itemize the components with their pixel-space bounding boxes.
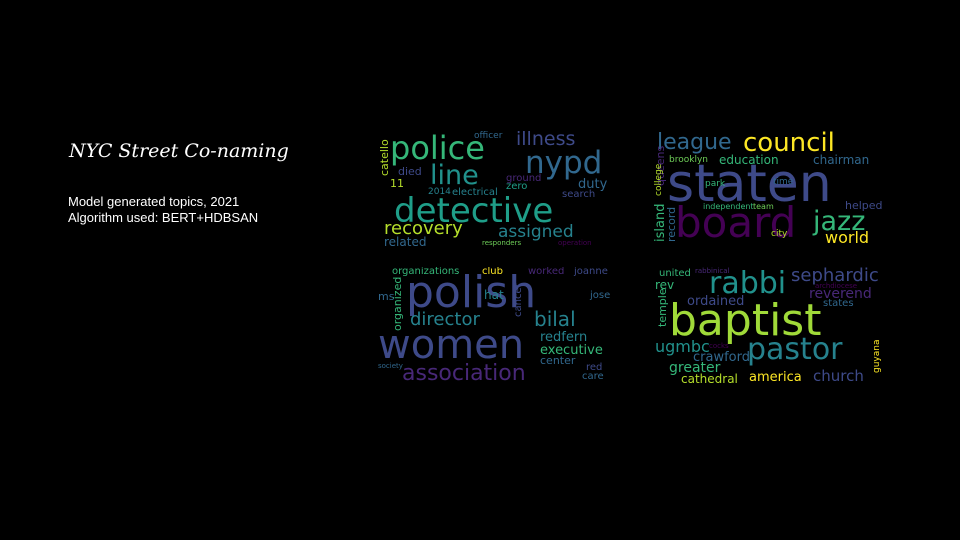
cloud-word: red [586,362,603,373]
cloud-word: catello [378,139,391,176]
cloud-word: guyana [872,339,882,373]
cloud-word: league [657,130,732,155]
cloud-word: sephardic [791,267,879,286]
cloud-word: jose [590,290,611,301]
word-cloud-polish-topic: organizations club worked joanne polish … [378,267,612,384]
cloud-word: officer [474,131,503,141]
cloud-word: detective [394,191,554,231]
cloud-word: 2014 [428,187,451,197]
cloud-word: time [773,177,794,187]
cloud-word: assigned [498,222,574,242]
word-cloud-police-topic: police illness officer nypd line catello… [378,130,612,247]
cloud-word: united [659,268,691,279]
cloud-word: ordained [687,294,745,309]
cloud-word: director [410,309,480,330]
cloud-word: chairman [813,153,870,167]
cloud-word: worked [528,267,565,277]
cloud-word: line [430,160,479,191]
subtitle-line-model: Model generated topics, 2021 [68,194,240,209]
cloud-word: police [390,130,485,167]
cloud-word: redfern [540,330,588,345]
slide-subtitle: Model generated topics, 2021 Algorithm u… [68,194,258,226]
cloud-word: operation [558,239,592,247]
word-cloud-council-topic: league council queens brooklyn education… [653,130,887,247]
cloud-word: team [753,202,774,211]
cloud-word: education [719,153,779,167]
cloud-word: joanne [574,267,608,277]
cloud-word: recovery [384,218,463,239]
cloud-word: staten [667,154,832,214]
cloud-word: club [482,267,503,277]
cloud-word: rev [655,278,675,292]
cloud-word: executive [540,343,603,358]
cloud-word: duty [578,177,608,192]
cloud-word: college [654,163,664,196]
cloud-word: polish [406,267,537,318]
cloud-word: brooklyn [669,155,708,165]
cloud-word: care [582,371,604,382]
cloud-word: council [743,130,835,158]
cloud-word: center [540,354,576,367]
cloud-word: america [749,370,802,384]
slide-title: NYC Street Co-naming [69,140,289,162]
cloud-word: illness [516,130,576,150]
cloud-word: women [378,322,525,368]
cloud-word: helped [845,199,883,212]
cloud-word: rabbinical [695,267,730,275]
cloud-word: baptist [669,295,822,346]
cloud-word: ms [378,290,395,303]
cloud-word: city [771,229,788,239]
cloud-word: greater [669,360,721,376]
cloud-word: nypd [525,145,603,181]
cloud-word: temple [656,288,669,327]
cloud-word: church [813,367,864,384]
cloud-word: cocks [709,342,729,350]
cloud-word: states [823,298,854,309]
cloud-word: related [384,235,427,247]
cloud-word: crawford [693,350,750,365]
cloud-word: archdiocese [815,282,858,290]
cloud-word: 11 [390,177,404,190]
cloud-word: ugmbc [655,337,710,356]
cloud-word: electrical [452,187,498,198]
cloud-word: died [398,165,422,178]
cloud-word: world [825,228,870,247]
cloud-word: cancer [513,283,524,317]
cloud-word: hat [484,288,504,302]
subtitle-line-algorithm: Algorithm used: BERT+HDBSAN [68,210,259,225]
cloud-word: cathedral [681,372,738,384]
cloud-word: park [705,179,726,189]
cloud-word: reverend [809,286,872,302]
cloud-word: bilal [534,307,576,331]
cloud-word: ground [506,173,542,184]
cloud-word: society [378,362,403,370]
cloud-word: jazz [813,206,866,237]
cloud-word: search [562,189,596,200]
cloud-word: board [675,198,797,247]
cloud-word: independent [703,202,754,211]
cloud-word: zero [506,181,528,192]
cloud-word: organizations [392,267,460,277]
cloud-word: pastor [747,332,843,367]
word-cloud-religion-topic: united rabbinical sephardic rev rabbi ar… [653,267,887,384]
cloud-word: rabbi [709,267,787,301]
cloud-word: responders [482,239,522,247]
cloud-word: association [402,361,526,385]
